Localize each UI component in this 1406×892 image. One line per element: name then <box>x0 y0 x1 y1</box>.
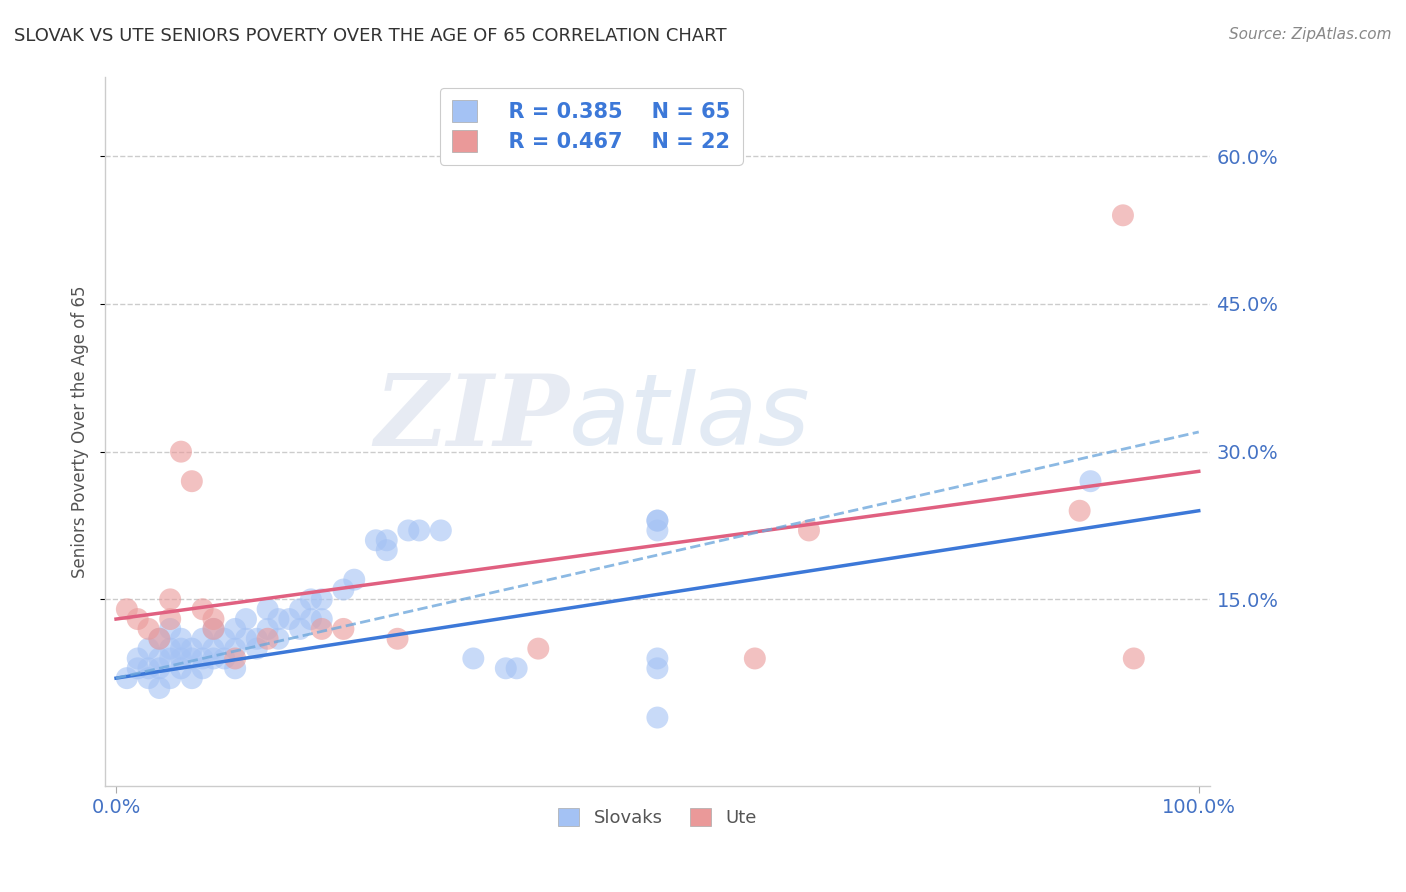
Point <box>311 592 333 607</box>
Point <box>159 641 181 656</box>
Point <box>647 661 669 675</box>
Point <box>148 632 170 646</box>
Text: Source: ZipAtlas.com: Source: ZipAtlas.com <box>1229 27 1392 42</box>
Point <box>278 612 301 626</box>
Point <box>224 651 246 665</box>
Point <box>311 622 333 636</box>
Point <box>235 612 257 626</box>
Point <box>159 671 181 685</box>
Point <box>148 651 170 665</box>
Point <box>256 622 278 636</box>
Point <box>647 710 669 724</box>
Point <box>202 651 225 665</box>
Point <box>224 622 246 636</box>
Y-axis label: Seniors Poverty Over the Age of 65: Seniors Poverty Over the Age of 65 <box>72 285 89 578</box>
Point <box>170 661 193 675</box>
Point <box>180 671 202 685</box>
Text: ZIP: ZIP <box>374 369 569 466</box>
Point <box>202 622 225 636</box>
Point <box>148 661 170 675</box>
Point <box>202 612 225 626</box>
Point <box>138 671 160 685</box>
Point <box>288 602 311 616</box>
Point <box>647 651 669 665</box>
Point <box>170 651 193 665</box>
Point <box>647 524 669 538</box>
Point <box>495 661 517 675</box>
Point <box>191 661 214 675</box>
Point <box>191 602 214 616</box>
Point <box>647 514 669 528</box>
Point <box>408 524 430 538</box>
Point <box>170 444 193 458</box>
Point <box>159 622 181 636</box>
Point <box>170 641 193 656</box>
Point <box>159 592 181 607</box>
Point <box>180 641 202 656</box>
Point <box>267 632 290 646</box>
Point <box>138 622 160 636</box>
Point <box>527 641 550 656</box>
Point <box>246 641 269 656</box>
Point <box>148 681 170 695</box>
Point <box>299 612 322 626</box>
Text: SLOVAK VS UTE SENIORS POVERTY OVER THE AGE OF 65 CORRELATION CHART: SLOVAK VS UTE SENIORS POVERTY OVER THE A… <box>14 27 727 45</box>
Point <box>202 641 225 656</box>
Point <box>127 651 149 665</box>
Point <box>1080 474 1102 488</box>
Legend: Slovaks, Ute: Slovaks, Ute <box>550 800 765 834</box>
Point <box>235 632 257 646</box>
Point <box>364 533 387 548</box>
Point <box>159 612 181 626</box>
Point <box>170 632 193 646</box>
Point <box>1069 504 1091 518</box>
Point <box>299 592 322 607</box>
Point <box>430 524 453 538</box>
Point <box>127 661 149 675</box>
Point <box>375 543 398 558</box>
Point <box>191 632 214 646</box>
Point <box>224 661 246 675</box>
Point <box>387 632 409 646</box>
Point <box>463 651 485 665</box>
Point <box>148 632 170 646</box>
Point <box>1122 651 1144 665</box>
Point <box>191 651 214 665</box>
Point <box>343 573 366 587</box>
Point <box>647 514 669 528</box>
Point <box>115 671 138 685</box>
Point <box>256 602 278 616</box>
Point <box>115 602 138 616</box>
Point <box>288 622 311 636</box>
Point <box>267 612 290 626</box>
Point <box>311 612 333 626</box>
Point <box>138 661 160 675</box>
Point <box>180 651 202 665</box>
Text: atlas: atlas <box>569 369 811 467</box>
Point <box>505 661 527 675</box>
Point <box>246 632 269 646</box>
Point <box>224 641 246 656</box>
Point <box>396 524 419 538</box>
Point <box>214 632 236 646</box>
Point <box>127 612 149 626</box>
Point <box>138 641 160 656</box>
Point <box>375 533 398 548</box>
Point <box>332 582 354 597</box>
Point <box>159 651 181 665</box>
Point <box>202 622 225 636</box>
Point <box>180 474 202 488</box>
Point <box>1112 208 1135 222</box>
Point <box>744 651 766 665</box>
Point <box>332 622 354 636</box>
Point <box>214 651 236 665</box>
Point <box>797 524 820 538</box>
Point <box>256 632 278 646</box>
